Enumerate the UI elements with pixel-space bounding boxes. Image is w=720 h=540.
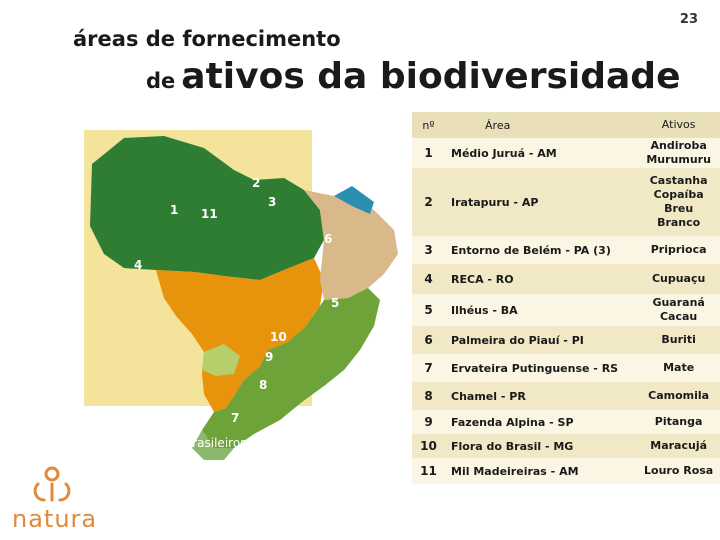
row-assets: Buriti [637,326,720,354]
row-number: 2 [412,168,446,236]
map-marker-8: 8 [259,378,268,392]
asset-name: Copaíba [653,188,704,201]
page-number: 23 [679,12,698,27]
row-area: Ilhéus - BA [445,294,638,326]
title-small: de [146,69,176,93]
map-marker-1: 1 [170,203,179,217]
asset-name: Priprioca [650,243,707,256]
table-row: 5 Ilhéus - BA Guaraná Cacau [412,294,720,326]
row-area: Flora do Brasil - MG [445,434,638,458]
table-row: 10 Flora do Brasil - MG Maracujá [412,434,720,458]
row-area: Médio Juruá - AM [445,138,638,168]
row-assets: Mate [637,354,720,382]
row-assets: Pitanga [637,410,720,434]
title-big: ativos da biodiversidade [181,56,681,97]
asset-name: Cupuaçu [651,272,706,285]
row-number: 7 [412,354,446,382]
asset-name: Cacau [659,310,698,323]
row-number: 3 [412,236,446,264]
natura-logo-text: natura [12,505,98,533]
row-area: Fazenda Alpina - SP [445,410,638,434]
row-area: Iratapuru - AP [445,168,638,236]
table-body: 1 Médio Juruá - AM Andiroba Murumuru 2 Iratap… [412,138,720,484]
table-row: 8 Chamel - PR Camomila [412,382,720,410]
row-assets: Cupuaçu [637,264,720,294]
asset-name: Guaraná [652,296,705,309]
row-area: Entorno de Belém - PA (3) [445,236,638,264]
asset-name: Andiroba [650,139,707,152]
asset-name: Louro Rosa [644,464,714,477]
map-marker-11: 11 [201,207,218,221]
row-area: Chamel - PR [445,382,638,410]
map-marker-7: 7 [231,411,240,425]
table-row: 11 Mil Madeireiras - AM Louro Rosa [412,458,720,484]
atlantic-forest-region [202,288,380,448]
asset-name: Breu [664,202,694,215]
row-number: 1 [412,138,446,168]
table-row: 9 Fazenda Alpina - SP Pitanga [412,410,720,434]
header-number: nº [412,112,446,138]
table-header-row: nº Área Ativos [412,112,720,138]
header-area: Área [445,112,638,138]
table-row: 3 Entorno de Belém - PA (3) Priprioca [412,236,720,264]
row-number: 5 [412,294,446,326]
map-marker-5: 5 [331,296,340,310]
row-number: 6 [412,326,446,354]
row-assets: Priprioca [637,236,720,264]
brazil-ecosystems-map [90,136,398,460]
pantanal-region [202,344,240,376]
asset-name: Murumuru [646,153,711,166]
asset-name: Castanha [649,174,708,187]
caatinga-region [304,190,398,300]
row-assets: Maracujá [637,434,720,458]
natura-logo-icon [33,466,71,502]
row-area: RECA - RO [445,264,638,294]
supply-areas-table: nº Área Ativos 1 Médio Juruá - AM Andiroba… [412,112,720,484]
row-area: Mil Madeireiras - AM [445,458,638,484]
asset-name: Branco [657,216,701,229]
map-caption: ecossistemas brasileiros [100,436,247,450]
map-marker-10: 10 [270,330,287,344]
row-assets: Camomila [637,382,720,410]
row-assets: Guaraná Cacau [637,294,720,326]
map-marker-9: 9 [265,350,274,364]
row-assets: Castanha Copaíba Breu Branco [637,168,720,236]
asset-name: Camomila [648,389,710,402]
row-number: 11 [412,458,446,484]
row-area: Palmeira do Piauí - PI [445,326,638,354]
table-row: 6 Palmeira do Piauí - PI Buriti [412,326,720,354]
asset-name: Pitanga [654,415,703,428]
row-number: 9 [412,410,446,434]
table-row: 2 Iratapuru - AP Castanha Copaíba Breu Branco [412,168,720,236]
coastal-strip [334,186,374,214]
title-line2: de ativos da biodiversidade [146,56,680,97]
row-assets: Andiroba Murumuru [637,138,720,168]
header-assets: Ativos [637,112,720,138]
row-assets: Louro Rosa [637,458,720,484]
row-number: 4 [412,264,446,294]
pampa-region [192,430,234,460]
table-row: 1 Médio Juruá - AM Andiroba Murumuru [412,138,720,168]
asset-name: Mate [663,361,695,374]
asset-name: Maracujá [650,439,708,452]
cerrado-region [156,258,324,412]
row-number: 8 [412,382,446,410]
title-line1: áreas de fornecimento [73,27,341,51]
table-row: 7 Ervateira Putinguense - RS Mate [412,354,720,382]
table-row: 4 RECA - RO Cupuaçu [412,264,720,294]
asset-name: Buriti [661,333,696,346]
row-area: Ervateira Putinguense - RS [445,354,638,382]
map-marker-2: 2 [252,176,261,190]
amazon-region [90,136,324,280]
map-marker-3: 3 [268,195,277,209]
row-number: 10 [412,434,446,458]
map-marker-4: 4 [134,258,143,272]
map-marker-6: 6 [324,232,333,246]
